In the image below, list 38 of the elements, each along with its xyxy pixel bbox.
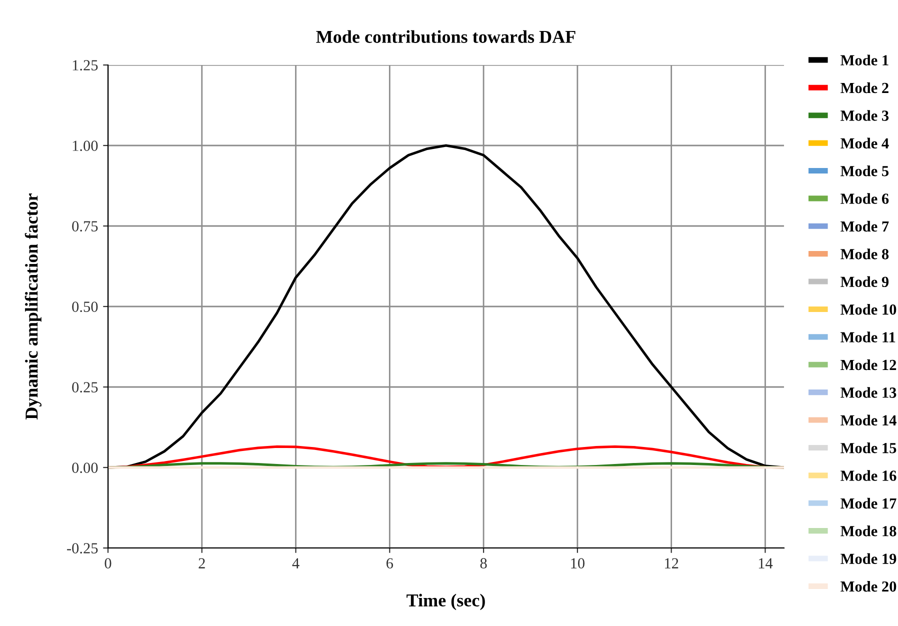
y-tick-label: 0.50 <box>72 302 98 312</box>
legend-label: Mode 20 <box>840 580 896 592</box>
legend-label: Mode 9 <box>840 276 889 288</box>
x-tick-label: 4 <box>292 558 300 568</box>
legend-label: Mode 14 <box>840 414 896 426</box>
legend-label: Mode 15 <box>840 442 896 454</box>
legend-label: Mode 11 <box>840 332 896 342</box>
legend-label: Mode 17 <box>840 498 896 509</box>
legend-label: Mode 6 <box>840 193 889 204</box>
x-tick-label: 10 <box>571 558 584 568</box>
x-axis-title: Time (sec) <box>406 594 485 610</box>
chart-title: Mode contributions towards DAF <box>316 30 576 43</box>
x-tick-label: 0 <box>104 558 112 568</box>
legend-label: Mode 7 <box>840 220 889 232</box>
legend-label: Mode 5 <box>840 165 889 176</box>
x-tick-label: 14 <box>758 558 773 568</box>
legend-label: Mode 3 <box>840 110 889 121</box>
legend-label: Mode 16 <box>840 470 896 481</box>
y-axis-title: Dynamic amplification factor <box>24 194 42 420</box>
x-tick-label: 2 <box>198 558 205 568</box>
y-tick-label: 1.25 <box>72 60 98 71</box>
x-tick-label: 6 <box>386 558 394 568</box>
legend-label: Mode 13 <box>840 387 896 398</box>
y-tick-label: 0.25 <box>72 382 98 393</box>
legend-label: Mode 1 <box>840 54 888 66</box>
legend-label: Mode 2 <box>840 82 888 94</box>
x-tick-label: 12 <box>665 558 678 568</box>
y-tick-label: -0.25 <box>67 543 98 554</box>
y-tick-label: 0.00 <box>72 462 98 474</box>
legend-label: Mode 12 <box>840 359 896 370</box>
legend-label: Mode 19 <box>840 553 896 564</box>
legend-label: Mode 10 <box>840 304 896 315</box>
legend-label: Mode 8 <box>840 248 889 260</box>
legend-label: Mode 18 <box>840 526 896 536</box>
legend-label: Mode 4 <box>840 138 889 149</box>
x-tick-label: 8 <box>480 558 487 568</box>
y-tick-label: 1.00 <box>72 140 98 152</box>
y-tick-label: 0.75 <box>72 221 98 232</box>
